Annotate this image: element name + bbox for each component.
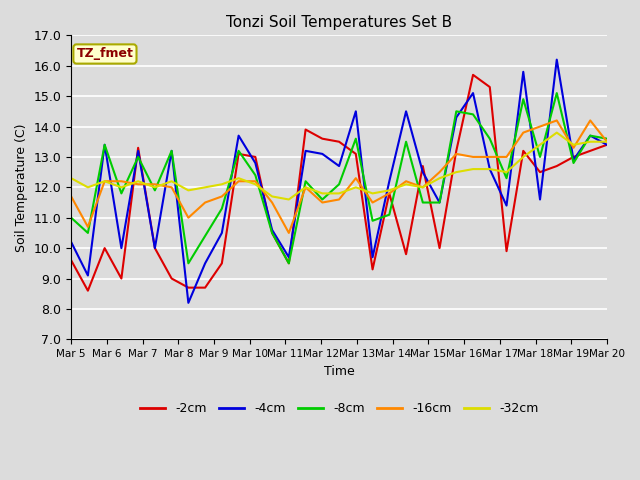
X-axis label: Time: Time — [324, 365, 355, 378]
Y-axis label: Soil Temperature (C): Soil Temperature (C) — [15, 123, 28, 252]
Title: Tonzi Soil Temperatures Set B: Tonzi Soil Temperatures Set B — [226, 15, 452, 30]
Legend: -2cm, -4cm, -8cm, -16cm, -32cm: -2cm, -4cm, -8cm, -16cm, -32cm — [135, 397, 543, 420]
Text: TZ_fmet: TZ_fmet — [77, 48, 133, 60]
